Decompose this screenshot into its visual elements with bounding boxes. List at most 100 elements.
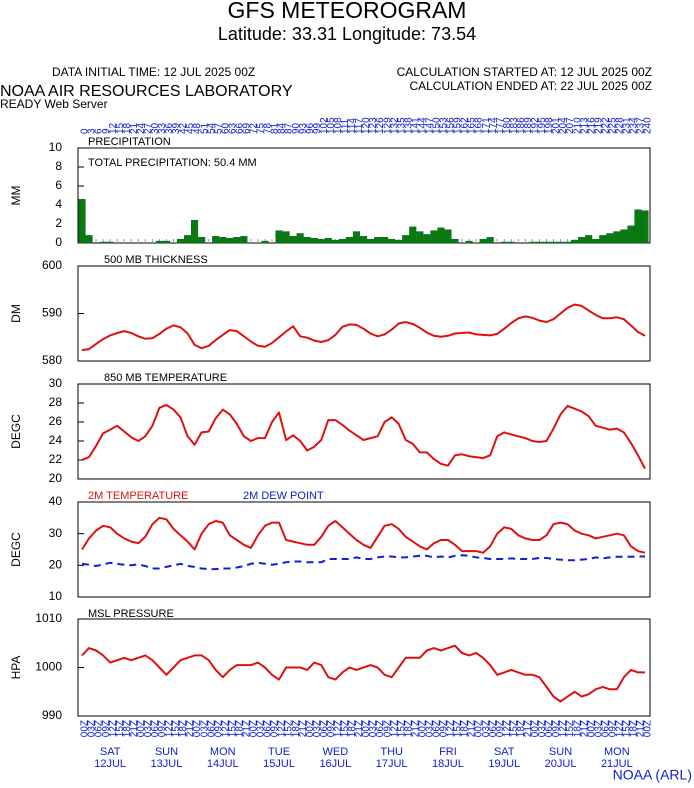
y-tick-label: 580 [42, 353, 62, 367]
forecast-hour-label: 87 [284, 122, 295, 134]
time-label: 00Z [530, 720, 541, 737]
forecast-hour-label: 33 [157, 122, 168, 134]
forecast-hour-label: 153 [439, 117, 450, 134]
day-label: WED [323, 746, 349, 758]
day-label: TUE [268, 746, 290, 758]
time-label: 21Z [298, 720, 309, 737]
forecast-hour-label: 129 [382, 117, 393, 134]
time-label: 00Z [192, 720, 203, 737]
precip-bar [226, 238, 234, 244]
initial-time: DATA INITIAL TIME: 12 JUL 2025 00Z [52, 65, 255, 79]
forecast-hour-label: 81 [270, 122, 281, 134]
y-axis-label: DEGC [9, 532, 23, 567]
time-label: 09Z [326, 720, 337, 737]
time-label: 03Z [312, 720, 323, 737]
y-tick-label: 8 [55, 159, 62, 173]
forecast-hour-label: 123 [368, 117, 379, 134]
forecast-hour-label: 240 [643, 117, 654, 134]
time-label: 00Z [136, 720, 147, 737]
precip-bar [85, 235, 93, 244]
precip-bar [275, 230, 283, 244]
series-line [81, 516, 646, 554]
precip-bar [634, 209, 642, 244]
forecast-hour-label: 102 [319, 117, 330, 134]
forecast-hour-label: 30 [150, 122, 161, 134]
forecast-hour-label: 63 [227, 122, 238, 134]
forecast-hour-label: 159 [453, 117, 464, 134]
time-label: 00Z [586, 720, 597, 737]
date-label: 17JUL [376, 758, 408, 770]
forecast-hour-label: 69 [242, 122, 253, 134]
date-label: 19JUL [488, 758, 520, 770]
forecast-hour-label: 78 [263, 122, 274, 134]
forecast-hour-label: 234 [629, 117, 640, 134]
time-label: 15Z [396, 720, 407, 737]
time-label: 06Z [432, 720, 443, 737]
time-label: 09Z [551, 720, 562, 737]
forecast-hour-label: 228 [614, 117, 625, 134]
forecast-hour-label: 237 [636, 117, 647, 134]
precip-bar [352, 231, 361, 244]
y-axis-label: HPA [9, 656, 23, 680]
time-label: 00Z [474, 720, 485, 737]
forecast-hour-label: 114 [347, 118, 358, 134]
time-label: 12Z [389, 720, 400, 737]
y-tick-label: 2 [55, 216, 62, 230]
forecast-hour-label: 99 [312, 122, 323, 134]
time-label: 15Z [284, 720, 295, 737]
lab-name: NOAA AIR RESOURCES LABORATORY [0, 83, 293, 100]
y-tick-label: 4 [55, 197, 62, 211]
y-tick-label: 24 [49, 433, 63, 447]
precip-bar [317, 238, 325, 244]
time-label: 15Z [509, 720, 520, 737]
forecast-hour-label: 66 [234, 122, 245, 134]
forecast-hour-label: 150 [432, 117, 443, 134]
precip-bar [402, 235, 410, 244]
precip-bar [557, 241, 565, 244]
time-label: 00Z [361, 720, 372, 737]
time-label: 18Z [460, 720, 471, 737]
precip-bar [606, 233, 614, 244]
forecast-hour-label: 117 [354, 118, 365, 134]
forecast-hour-label: 72 [249, 122, 260, 134]
precip-bar [430, 230, 438, 244]
time-label: 06Z [319, 720, 330, 737]
forecast-hour-label: 132 [389, 117, 400, 134]
y-tick-label: 26 [49, 414, 63, 428]
y-tick-label: 0 [55, 235, 62, 249]
precip-bar [155, 240, 163, 244]
time-label: 03Z [481, 720, 492, 737]
precip-bar [233, 237, 241, 244]
y-tick-label: 30 [49, 376, 63, 390]
series-line [81, 403, 646, 470]
forecast-hour-label: 105 [326, 117, 337, 134]
time-label: 12Z [277, 720, 288, 737]
precip-bar [359, 236, 368, 244]
forecast-hour-label: 147 [424, 117, 435, 134]
y-tick-label: 28 [49, 395, 63, 409]
time-label: 15Z [115, 720, 126, 737]
time-label: 21Z [129, 720, 140, 737]
precip-bar [535, 241, 543, 244]
forecast-hour-label: 27 [143, 122, 154, 134]
day-label: SUN [155, 746, 178, 758]
forecast-hour-label: 45 [185, 122, 196, 134]
time-label: 03Z [199, 720, 210, 737]
precip-bar [345, 237, 353, 244]
precip-bar [416, 231, 424, 244]
forecast-hour-label: 165 [467, 117, 478, 134]
time-label: 09Z [607, 720, 618, 737]
y-tick-label: 6 [55, 178, 62, 192]
time-label: 06Z [600, 720, 611, 737]
precip-bar [99, 241, 107, 244]
precip-bar [437, 227, 445, 244]
precip-bar [106, 241, 114, 244]
credit: NOAA (ARL) [613, 767, 692, 783]
forecast-hour-label: 207 [565, 117, 576, 134]
forecast-hour-label: 42 [178, 122, 189, 134]
time-label: 15Z [227, 720, 238, 737]
series-line [81, 303, 646, 352]
forecast-hour-label: 177 [495, 117, 506, 134]
time-label: 12Z [558, 720, 569, 737]
